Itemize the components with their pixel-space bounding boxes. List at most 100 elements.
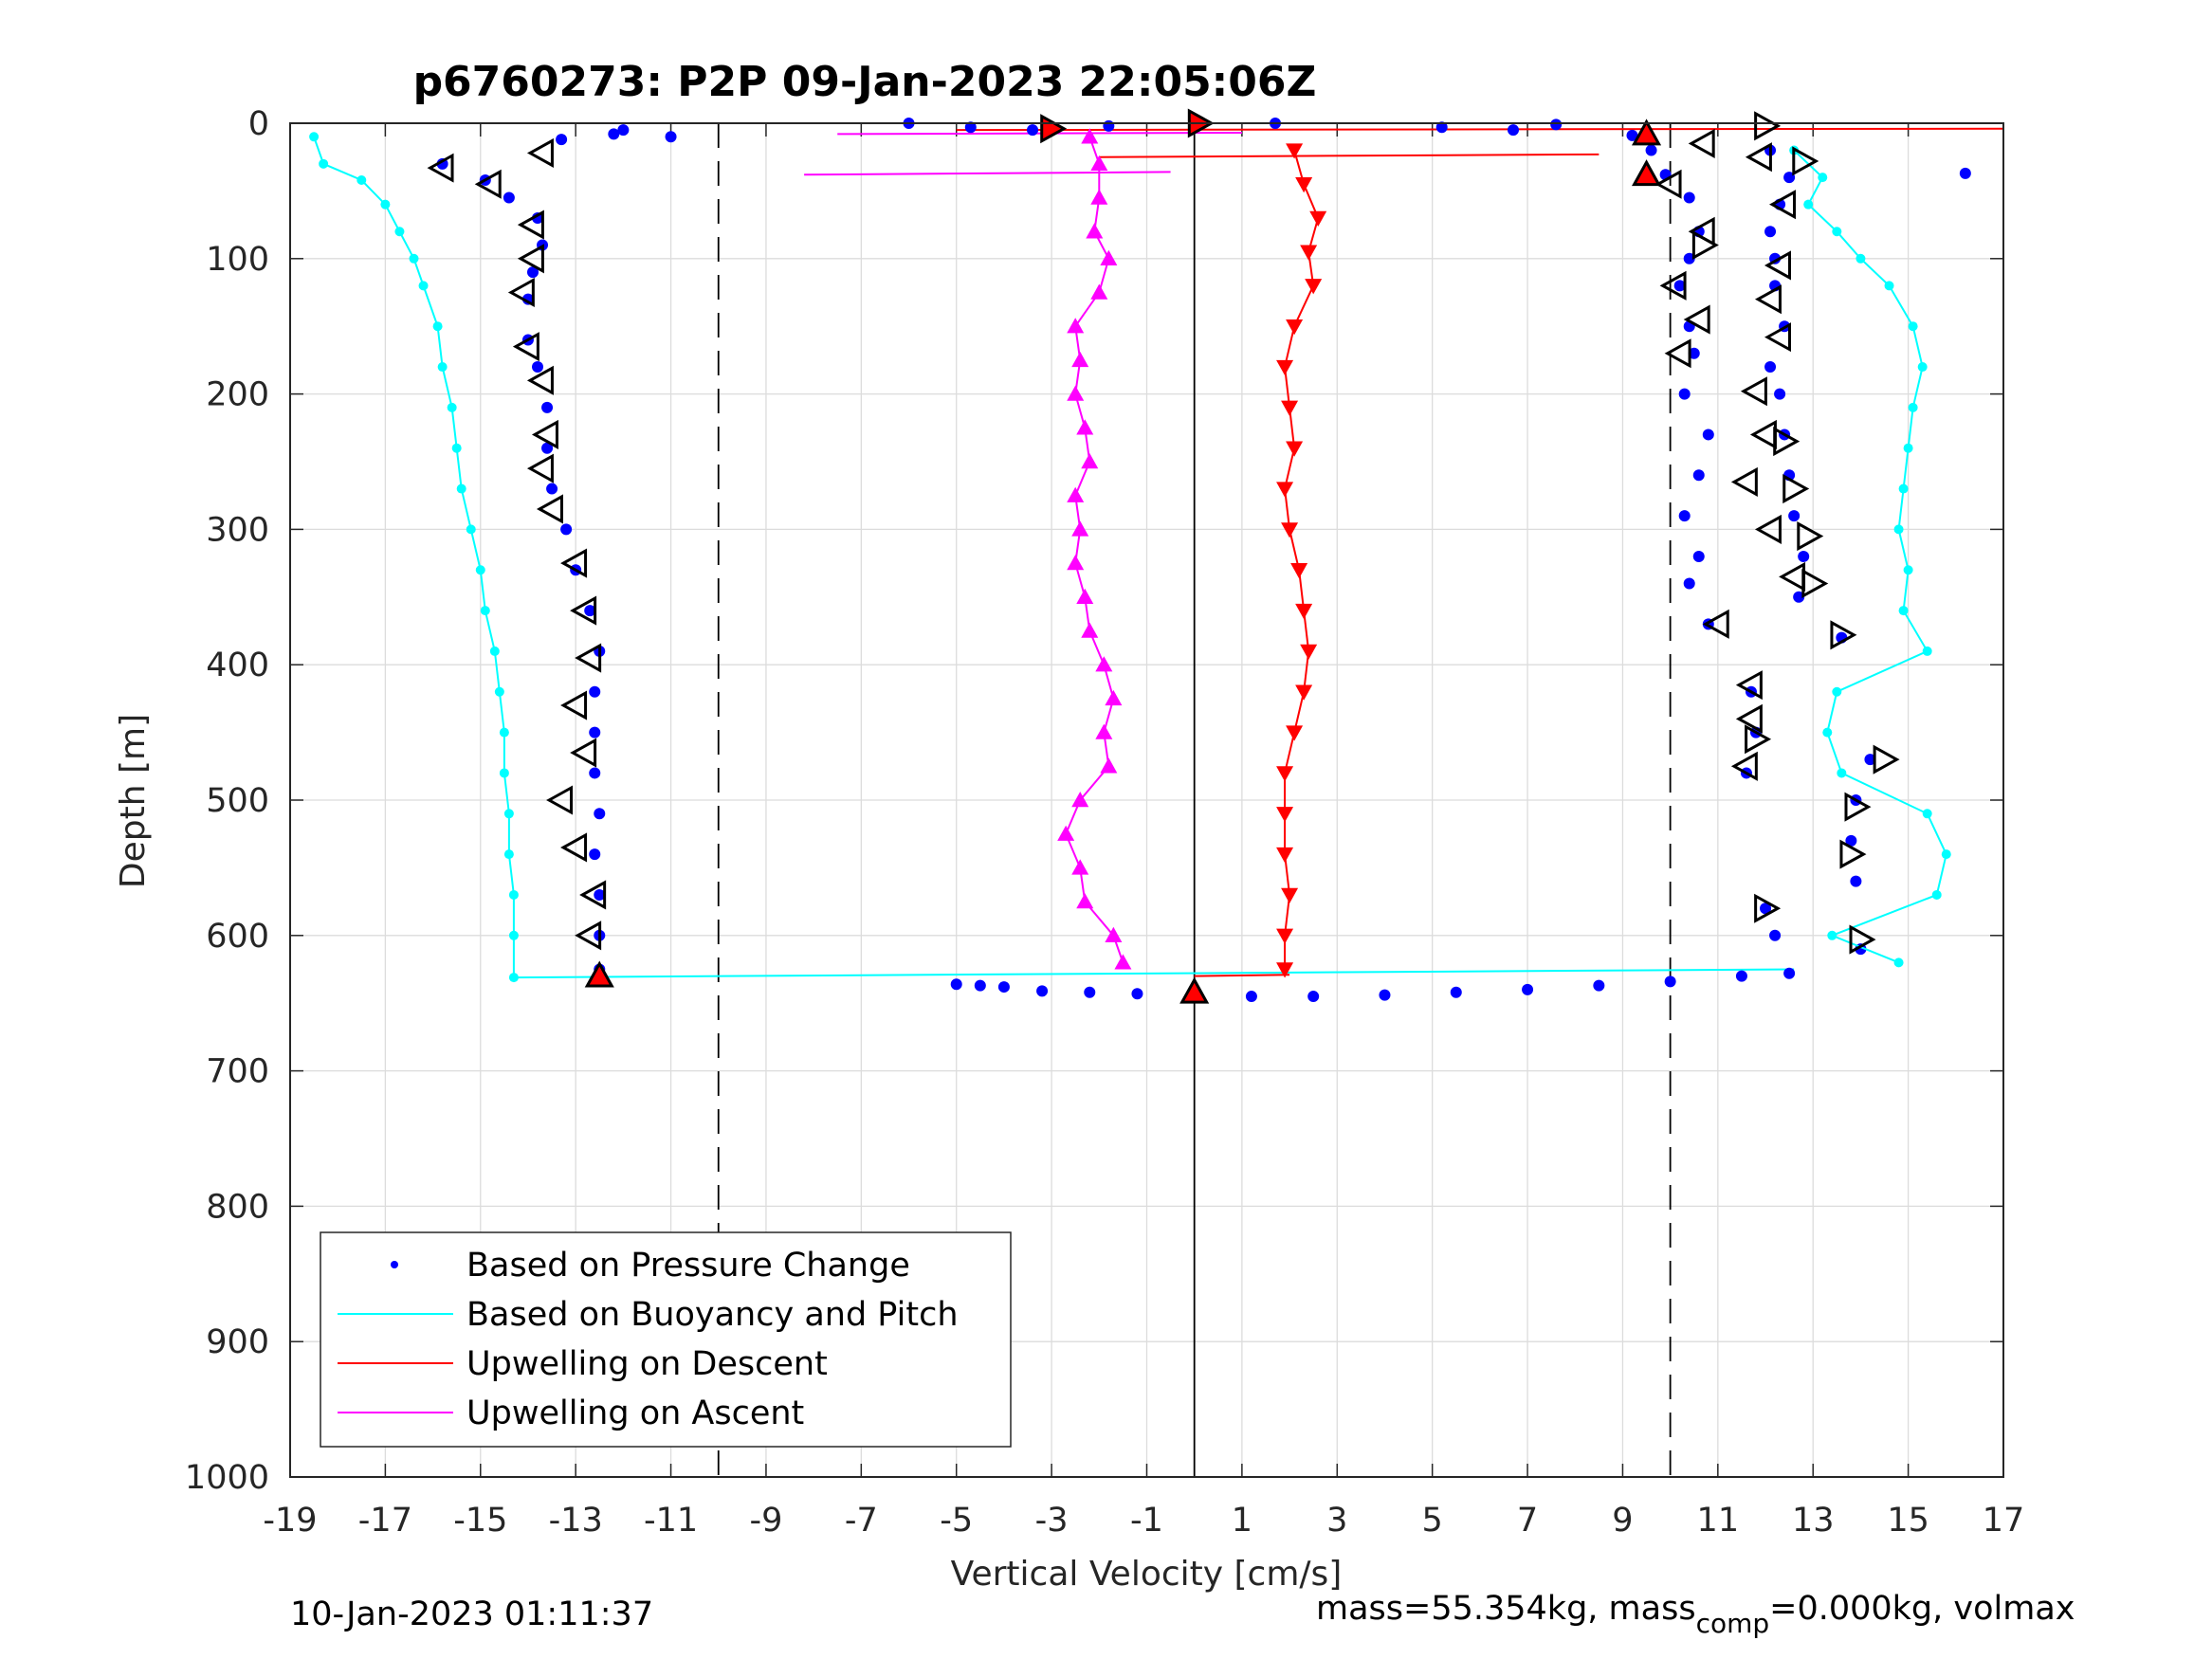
buoyancy-point [1893,524,1904,535]
pressure-point [1760,902,1772,915]
buoyancy-point [432,321,443,332]
ascent-point [1090,189,1108,205]
ascent-point [1076,419,1094,435]
buoyancy-point [1941,849,1951,860]
descent-point [1281,522,1299,538]
event-marker [536,494,563,524]
buoyancy-point [1837,768,1847,778]
legend-label-pressure: Based on Pressure Change [466,1247,910,1285]
event-markers [427,108,1900,1004]
buoyancy-point [1856,253,1866,264]
ascent-point [1067,555,1085,571]
event-marker [1730,751,1758,781]
pressure-point [556,134,568,146]
pressure-point [1550,118,1563,131]
x-tick-label: 9 [1612,1502,1633,1540]
buoyancy-point [319,158,329,169]
connector-line [837,131,1242,136]
y-tick-label: 800 [206,1188,269,1226]
series-3 [1057,128,1132,970]
buoyancy-point [1931,889,1942,900]
footer-mass-prefix: mass=55.354kg, mass [1316,1590,1696,1628]
pressure-point [1379,989,1391,1001]
buoyancy-point [309,132,320,142]
pressure-point [1774,388,1786,400]
ascent-point [1071,859,1089,875]
x-tick-label: -15 [453,1502,507,1540]
buoyancy-point [1903,565,1913,575]
event-marker [1745,724,1772,755]
pressure-point [1435,121,1448,134]
event-marker [1179,976,1210,1004]
ascent-point [1067,486,1085,502]
event-marker [1735,703,1763,734]
event-marker [1735,670,1763,701]
legend-box [320,1231,1012,1448]
buoyancy-point [1908,402,1918,412]
y-tick-label: 600 [206,918,269,956]
series-1 [309,132,1951,983]
legend-label-buoyancy: Based on Buoyancy and Pitch [466,1296,959,1334]
ascent-point [1105,926,1123,942]
legend-label-descent: Upwelling on Descent [466,1345,828,1383]
pressure-point [1702,428,1714,441]
pressure-point [1626,129,1638,141]
event-marker [1702,609,1729,639]
pressure-point [1307,991,1320,1003]
event-marker [1801,568,1829,599]
buoyancy-point [380,199,391,210]
x-tick-label: -9 [749,1502,782,1540]
buoyancy-point [503,809,514,819]
event-marker [1631,159,1662,187]
buoyancy-point [1884,281,1894,291]
ascent-point [1076,893,1094,909]
x-tick-label: -7 [845,1502,878,1540]
descent-point [1295,603,1313,620]
x-tick-label: -11 [644,1502,698,1540]
pressure-point [589,726,601,738]
pressure-point [1798,550,1810,562]
buoyancy-point [499,768,509,778]
event-marker [1730,466,1758,497]
ascent-point [1071,520,1089,537]
buoyancy-point [1818,173,1828,183]
y-tick-label: 500 [206,782,269,820]
pressure-point [964,121,977,134]
event-marker [560,832,588,863]
event-marker [570,738,597,768]
plot-frame [289,122,2004,1478]
pressure-point [1850,875,1862,887]
pressure-point [1735,970,1747,982]
x-tick-label: 17 [1983,1502,2025,1540]
event-marker [584,960,614,988]
ascent-point [1071,792,1089,808]
buoyancy-point [1803,199,1814,210]
ascent-point [1071,351,1089,368]
buoyancy-point [503,849,514,860]
event-marker [512,332,539,362]
buoyancy-point [1922,809,1932,819]
event-marker [1631,118,1662,146]
y-tick-label: 1000 [185,1459,269,1497]
ascent-point [1081,622,1099,638]
buoyancy-point [494,686,504,697]
event-marker [1849,924,1876,955]
y-tick-labels: 0 100 200 300 400 500 600 700 800 900 1000 [185,105,269,1497]
footer-mass-subscript: comp [1696,1608,1770,1639]
pressure-point [541,401,554,413]
descent-point [1276,482,1294,498]
event-marker [579,880,607,910]
event-marker [1773,427,1801,457]
ascent-point [1067,318,1085,334]
x-tick-label: 11 [1697,1502,1740,1540]
pressure-point [589,685,601,698]
pressure-point [589,767,601,779]
x-axis-label: Vertical Velocity [cm/s] [951,1555,1343,1594]
buoyancy-point [1922,646,1932,656]
descent-point [1290,563,1308,579]
connector-line [1099,153,1600,158]
pressure-point [532,361,544,374]
series-line [313,136,515,978]
event-marker [1664,338,1691,369]
